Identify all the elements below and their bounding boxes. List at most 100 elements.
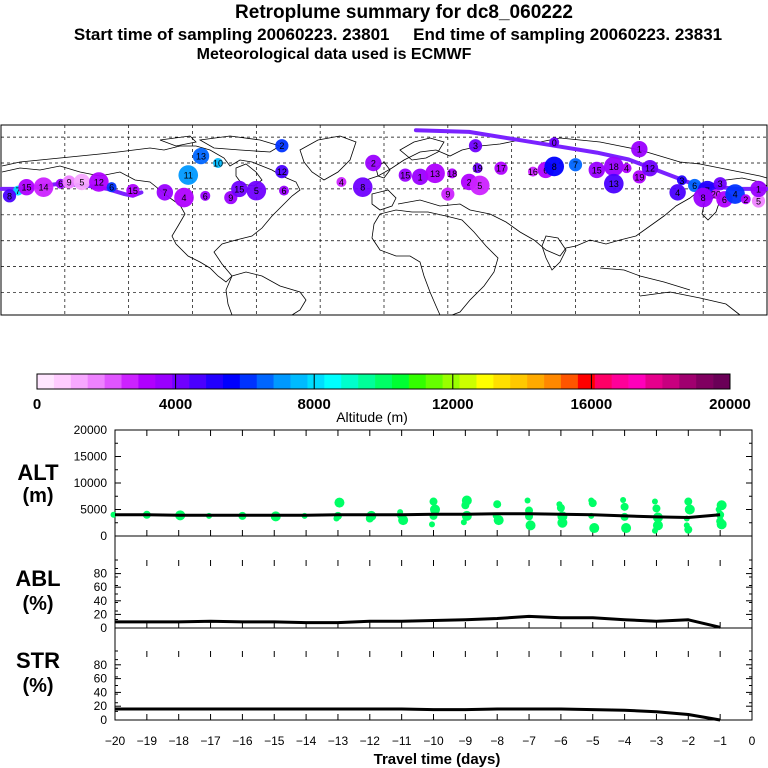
x-tick-label: −17 (200, 734, 221, 748)
colorbar-swatch (273, 374, 291, 389)
colorbar-swatch (645, 374, 663, 389)
colorbar-swatch (70, 374, 89, 389)
plume-marker (441, 187, 455, 201)
plume-marker-label: 13 (430, 169, 440, 179)
x-tick-label: −5 (586, 734, 600, 748)
plume-marker (568, 158, 583, 172)
altitude-point (651, 498, 658, 505)
colorbar-swatch (358, 374, 376, 389)
y-tick-label: 60 (94, 580, 108, 594)
plume-marker-label: 1 (756, 184, 761, 194)
altitude-point (524, 497, 531, 504)
colorbar-swatch (138, 374, 156, 389)
x-tick-label: −20 (105, 734, 126, 748)
x-tick-label: −12 (360, 734, 381, 748)
plume-marker-label: 7 (16, 186, 21, 196)
plume-marker (174, 187, 194, 208)
plume-marker (89, 172, 109, 192)
y-tick-label: 40 (94, 594, 108, 608)
colorbar-swatch (577, 374, 596, 389)
altitude-point (398, 515, 409, 526)
plume-marker-label: 20 (711, 190, 721, 200)
plume-marker (641, 159, 659, 177)
plume-marker-label: 5 (756, 197, 761, 207)
x-tick-label: −16 (232, 734, 253, 748)
plume-marker-label: 15 (592, 165, 602, 175)
x-axis-label: Travel time (days) (374, 751, 501, 768)
plume-marker (751, 194, 766, 208)
plume-marker (156, 184, 174, 201)
plume-marker-label: 15 (400, 171, 410, 181)
altitude-point (429, 497, 438, 506)
plume-marker (588, 161, 605, 179)
y-tick-label: 5000 (80, 503, 107, 517)
plume-marker (106, 182, 117, 193)
india (541, 235, 567, 271)
panel-name: ABL (15, 566, 60, 591)
plume-marker-label: 16 (528, 167, 538, 177)
y-tick-label: 0 (100, 529, 107, 543)
y-tick-label: 20 (94, 607, 108, 621)
met-data-label: Meteorological data used is ECMWF (196, 46, 472, 63)
colorbar-swatch (341, 374, 359, 389)
plume-marker-label: 4 (624, 164, 629, 174)
sampling-time-line: Start time of sampling 20060223. 23801 E… (14, 25, 768, 45)
altitude-point (460, 519, 467, 526)
plume-marker (336, 177, 347, 187)
colorbar-swatch (442, 374, 460, 389)
plume-marker (178, 165, 199, 185)
x-tick-label: −9 (459, 734, 473, 748)
y-tick-label: 10000 (74, 476, 108, 490)
altitude-point (493, 500, 502, 509)
plume-marker-label: 7 (573, 160, 578, 170)
colorbar-swatch (375, 374, 393, 389)
plume-marker (468, 139, 483, 153)
plume-marker (750, 180, 767, 198)
plume-marker-label: 12 (94, 178, 104, 188)
plume-marker-label: 15 (128, 186, 138, 196)
plume-marker (472, 163, 483, 174)
colorbar-swatch (222, 374, 241, 389)
plume-marker-label: 9 (445, 190, 450, 200)
plume-marker-label: 10 (213, 159, 223, 169)
colorbar-tick-label: 8000 (298, 396, 331, 413)
plume-marker (425, 163, 445, 184)
x-tick-label: −2 (681, 734, 695, 748)
colorbar-tick-label: 12000 (432, 396, 474, 413)
colorbar-swatch (256, 374, 274, 389)
plume-marker (631, 140, 648, 158)
plume-marker-label: 8 (360, 183, 365, 193)
plume-marker (192, 147, 210, 165)
plume-marker-label: 13 (609, 179, 619, 189)
colorbar-swatch (87, 374, 105, 389)
plume-marker (398, 168, 412, 182)
plume-marker (713, 177, 727, 191)
x-tick-label: −8 (490, 734, 504, 748)
x-tick-label: −19 (137, 734, 158, 748)
colorbar-swatch (493, 374, 511, 389)
plume-marker-label: 18 (447, 169, 457, 179)
plume-marker-label: 17 (496, 164, 506, 174)
plume-marker-label: 4 (733, 190, 738, 200)
colorbar-swatch (560, 374, 579, 389)
altitude-point (620, 496, 627, 503)
colorbar-swatch (290, 374, 308, 389)
panel-unit: (m) (22, 485, 53, 507)
plume-marker-label: 1 (637, 145, 642, 155)
colorbar-swatch (459, 374, 477, 389)
chart-title: Retroplume summary for dc8_060222 (235, 2, 573, 23)
plume-marker (740, 194, 751, 205)
africa-coast (371, 209, 499, 316)
altitude-point (684, 525, 693, 534)
series-line (115, 614, 721, 629)
colorbar-swatch (611, 374, 629, 389)
colorbar-swatch (425, 374, 443, 389)
altitude-point (715, 506, 722, 513)
plume-marker-label: 11 (184, 171, 193, 181)
plume-marker (604, 156, 624, 177)
x-tick-label: −4 (618, 734, 632, 748)
altitude-point (716, 519, 727, 530)
plume-marker (275, 165, 289, 179)
plume-marker-label: 8 (701, 193, 706, 203)
